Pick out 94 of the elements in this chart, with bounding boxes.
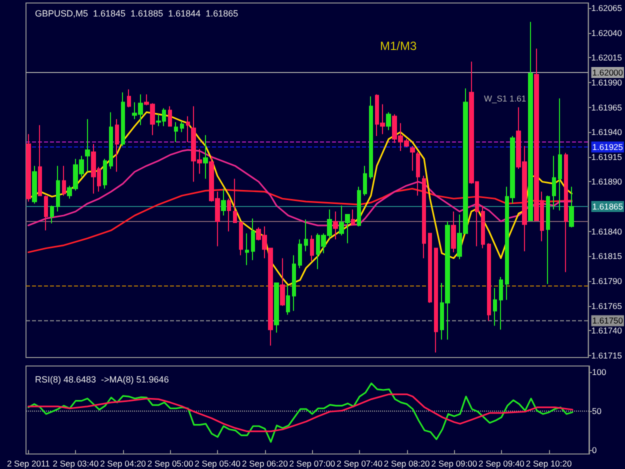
y-tick-label: 1.61990 (591, 77, 622, 88)
candlestick (386, 112, 391, 131)
candlestick (298, 238, 302, 269)
ref-line-label: 1.61925 (592, 142, 624, 152)
candlestick (239, 220, 243, 256)
candlestick (528, 21, 533, 221)
candlestick (38, 124, 42, 196)
y-tick-label: 1.62040 (591, 28, 622, 38)
candlestick (304, 218, 308, 252)
candlestick (286, 284, 290, 316)
y-tick-label: 1.61915 (591, 152, 622, 162)
candlestick (552, 155, 556, 210)
line-series (28, 188, 573, 254)
y-tick-label: 1.61965 (591, 102, 622, 112)
candlestick (85, 118, 90, 172)
ref-line-label: 1.61865 (592, 202, 624, 212)
candlestick (245, 232, 249, 266)
candlestick (564, 152, 568, 273)
candlestick (333, 211, 338, 240)
candlestick (115, 118, 119, 172)
candlestick (451, 211, 456, 253)
x-tick-label: 2 Sep 06:20 (242, 458, 288, 468)
x-tick-label: 2 Sep 03:40 (52, 458, 99, 468)
y-tick-label: 50 (592, 406, 602, 416)
candlestick (233, 178, 237, 223)
candlestick (558, 98, 562, 212)
candlestick (227, 198, 231, 232)
candlestick (50, 205, 54, 224)
line-series (28, 149, 573, 226)
candlestick (103, 158, 107, 190)
candlestick (428, 232, 432, 304)
candlestick (310, 234, 314, 262)
text: RSI(8) 48.6483 ->MA(8) 51.9646 (35, 374, 169, 384)
line-series (28, 393, 574, 432)
x-tick-label: 2 Sep 05:00 (147, 458, 194, 468)
x-tick-label: 2 Sep 09:40 (478, 458, 525, 468)
y-tick-label: 1.61815 (591, 251, 622, 262)
candlestick (127, 88, 131, 108)
x-tick-label: 2 Sep 04:20 (100, 458, 146, 468)
candlestick (487, 242, 491, 322)
candlestick (351, 209, 355, 226)
ref-line-label: 1.62000 (592, 68, 624, 78)
x-tick-label: 2 Sep 08:20 (384, 458, 430, 468)
candlestick (32, 165, 37, 204)
candlestick (369, 96, 373, 180)
candlestick (174, 122, 178, 143)
x-tick-label: 2 Sep 05:40 (194, 458, 241, 468)
candlestick (569, 186, 574, 228)
y-tick-label: 1.61840 (591, 226, 622, 236)
text: GBPUSD,M5 1.61845 1.61885 1.61844 1.61865 (35, 8, 238, 18)
candlestick (274, 282, 279, 334)
candlestick (180, 120, 184, 133)
y-tick-label: 1.61740 (591, 326, 622, 336)
annotation: W_S1 1.61 (484, 94, 526, 104)
y-tick-label: 0 (592, 445, 597, 456)
y-tick-label: 1.61940 (591, 127, 622, 138)
x-tick-label: 2 Sep 2011 (6, 458, 50, 468)
candlestick (357, 186, 361, 227)
x-tick-label: 2 Sep 07:00 (289, 458, 336, 468)
y-tick-label: 1.61715 (591, 350, 622, 360)
candlestick (546, 195, 550, 285)
candlestick (493, 287, 497, 326)
candlestick (363, 165, 367, 196)
candlestick (26, 134, 31, 202)
y-tick-label: 1.62065 (591, 2, 622, 13)
candlestick (251, 218, 255, 261)
candlestick (203, 134, 208, 180)
candlestick (410, 145, 415, 172)
candlestick (186, 116, 190, 143)
x-tick-label: 2 Sep 10:20 (526, 458, 572, 468)
candlestick (56, 165, 60, 212)
candlestick (109, 112, 113, 170)
candlestick (221, 188, 226, 216)
y-tick-label: 1.62015 (591, 52, 622, 63)
ref-line-label: 1.61750 (592, 316, 624, 326)
candlestick (422, 175, 426, 259)
y-tick-label: 1.61765 (591, 300, 622, 311)
candlestick (434, 248, 438, 354)
candlestick (499, 276, 503, 330)
y-tick-label: 1.61790 (591, 276, 622, 286)
candlestick (416, 151, 420, 196)
candlestick (280, 258, 285, 306)
x-tick-label: 2 Sep 07:40 (336, 458, 383, 468)
candlestick (44, 195, 48, 231)
candlestick (121, 92, 125, 146)
candlestick (168, 106, 172, 127)
annotation: M1/M3 (380, 39, 417, 53)
candlestick (481, 205, 485, 249)
candlestick (62, 165, 66, 196)
line-series (28, 382, 574, 443)
y-tick-label: 1.61890 (591, 176, 622, 187)
candlestick (292, 254, 296, 312)
x-tick-label: 2 Sep 09:00 (431, 458, 478, 468)
y-tick-label: 100 (592, 367, 606, 378)
